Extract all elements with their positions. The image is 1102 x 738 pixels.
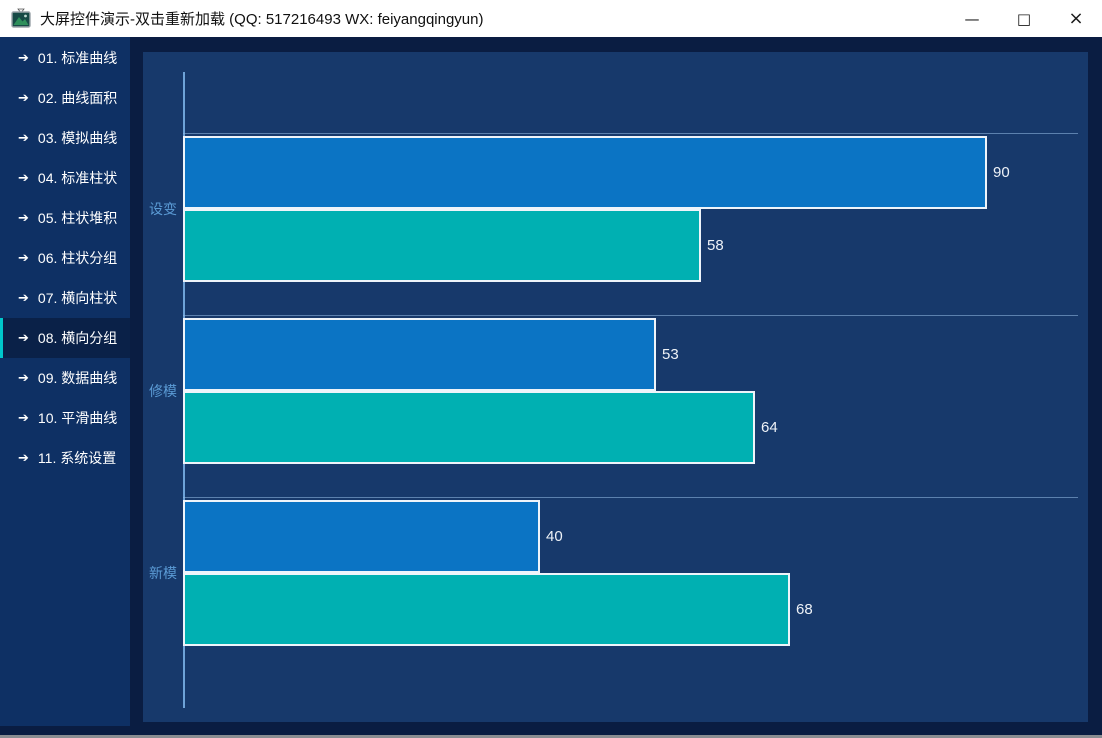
- value-label: 64: [761, 418, 778, 436]
- sidebar-item-10[interactable]: ➔ 10. 平滑曲线: [0, 398, 130, 438]
- arrow-icon: ➔: [18, 50, 29, 65]
- sidebar-item-label: 10. 平滑曲线: [37, 410, 118, 426]
- value-label: 90: [993, 163, 1010, 181]
- sidebar-item-08[interactable]: ➔ 08. 横向分组: [0, 318, 130, 358]
- arrow-icon: ➔: [18, 170, 29, 185]
- sidebar-item-label: 06. 柱状分组: [37, 250, 118, 266]
- maximize-button[interactable]: □: [998, 0, 1050, 37]
- window-controls: — □ ×: [946, 0, 1102, 37]
- chart-panel[interactable]: 设变 90 58 修模 53 64 新模 40 68: [143, 52, 1088, 722]
- arrow-icon: ➔: [18, 450, 29, 465]
- sidebar-item-label: 04. 标准柱状: [37, 170, 118, 186]
- sidebar-item-11[interactable]: ➔ 11. 系统设置: [0, 438, 130, 478]
- value-label: 68: [796, 600, 813, 618]
- arrow-icon: ➔: [18, 130, 29, 145]
- group-gridline: [183, 497, 1078, 498]
- window-title: 大屏控件演示-双击重新加载 (QQ: 517216493 WX: feiyang…: [40, 11, 484, 28]
- sidebar-item-06[interactable]: ➔ 06. 柱状分组: [0, 238, 130, 278]
- sidebar-item-label: 09. 数据曲线: [37, 370, 118, 386]
- sidebar-menu: ➔ 01. 标准曲线 ➔ 02. 曲线面积 ➔ 03. 模拟曲线 ➔ 04. 标准柱状 ➔ 05.…: [0, 37, 130, 726]
- app-icon: [11, 8, 31, 28]
- arrow-icon: ➔: [18, 370, 29, 385]
- group-gridline: [183, 133, 1078, 134]
- arrow-icon: ➔: [18, 250, 29, 265]
- arrow-icon: ➔: [18, 290, 29, 305]
- sidebar-item-label: 11. 系统设置: [37, 450, 117, 466]
- close-button[interactable]: ×: [1050, 0, 1102, 37]
- sidebar-item-04[interactable]: ➔ 04. 标准柱状: [0, 158, 130, 198]
- sidebar-item-03[interactable]: ➔ 03. 模拟曲线: [0, 118, 130, 158]
- bar-group1-series1[interactable]: [183, 136, 987, 209]
- value-label: 58: [707, 236, 724, 254]
- category-label: 新模: [149, 565, 177, 581]
- category-label: 修模: [149, 383, 177, 399]
- titlebar: 大屏控件演示-双击重新加载 (QQ: 517216493 WX: feiyang…: [0, 0, 1102, 37]
- sidebar-item-05[interactable]: ➔ 05. 柱状堆积: [0, 198, 130, 238]
- sidebar-item-label: 02. 曲线面积: [37, 90, 118, 106]
- sidebar-item-label: 03. 模拟曲线: [37, 130, 118, 146]
- bar-group1-series2[interactable]: [183, 209, 701, 282]
- bar-group2-series1[interactable]: [183, 318, 656, 391]
- arrow-icon: ➔: [18, 210, 29, 225]
- minimize-button[interactable]: —: [946, 0, 998, 37]
- bar-group3-series2[interactable]: [183, 573, 790, 646]
- sidebar-item-07[interactable]: ➔ 07. 横向柱状: [0, 278, 130, 318]
- sidebar-item-01[interactable]: ➔ 01. 标准曲线: [0, 38, 130, 78]
- sidebar-item-label: 07. 横向柱状: [37, 290, 118, 306]
- sidebar-item-02[interactable]: ➔ 02. 曲线面积: [0, 78, 130, 118]
- category-label: 设变: [149, 201, 177, 217]
- sidebar-item-label: 05. 柱状堆积: [37, 210, 118, 226]
- arrow-icon: ➔: [18, 330, 29, 345]
- group-gridline: [183, 315, 1078, 316]
- bar-group3-series1[interactable]: [183, 500, 540, 573]
- value-label: 40: [546, 527, 563, 545]
- bar-group2-series2[interactable]: [183, 391, 755, 464]
- value-label: 53: [662, 345, 679, 363]
- sidebar-item-09[interactable]: ➔ 09. 数据曲线: [0, 358, 130, 398]
- sidebar-item-label: 08. 横向分组: [37, 330, 118, 346]
- arrow-icon: ➔: [18, 90, 29, 105]
- screen-bottom-edge: [0, 735, 1102, 738]
- arrow-icon: ➔: [18, 410, 29, 425]
- sidebar-item-label: 01. 标准曲线: [37, 50, 118, 66]
